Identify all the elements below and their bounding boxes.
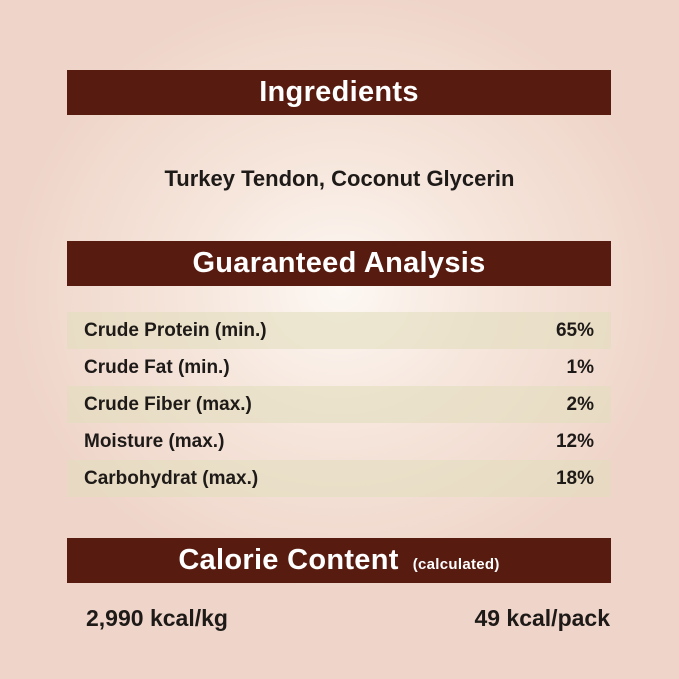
calorie-heading: Calorie Content xyxy=(178,544,399,576)
analysis-banner: Guaranteed Analysis xyxy=(67,241,611,286)
row-value: 18% xyxy=(555,467,594,489)
row-value: 2% xyxy=(566,393,594,415)
row-value: 65% xyxy=(555,319,594,341)
ingredients-text: Turkey Tendon, Coconut Glycerin xyxy=(164,166,515,191)
row-value: 1% xyxy=(566,356,594,378)
analysis-row: Carbohydrat (max.) 18% xyxy=(67,460,611,497)
analysis-row: Moisture (max.) 12% xyxy=(67,423,611,460)
row-label: Crude Protein (min.) xyxy=(84,319,267,341)
calorie-per-kg: 2,990 kcal/kg xyxy=(86,605,228,631)
row-label: Carbohydrat (max.) xyxy=(84,467,259,489)
ingredients-heading: Ingredients xyxy=(259,76,419,108)
analysis-heading: Guaranteed Analysis xyxy=(192,247,486,279)
row-label: Crude Fat (min.) xyxy=(84,356,230,378)
ingredients-banner: Ingredients xyxy=(67,70,611,115)
analysis-row: Crude Fiber (max.) 2% xyxy=(67,386,611,423)
calorie-per-pack: 49 kcal/pack xyxy=(474,605,610,631)
row-value: 12% xyxy=(555,430,594,452)
row-label: Moisture (max.) xyxy=(84,430,225,452)
calorie-banner: Calorie Content (calculated) xyxy=(67,538,611,583)
analysis-row: Crude Fat (min.) 1% xyxy=(67,349,611,386)
row-label: Crude Fiber (max.) xyxy=(84,393,252,415)
calorie-subheading: (calculated) xyxy=(412,556,500,573)
analysis-row: Crude Protein (min.) 65% xyxy=(67,312,611,349)
